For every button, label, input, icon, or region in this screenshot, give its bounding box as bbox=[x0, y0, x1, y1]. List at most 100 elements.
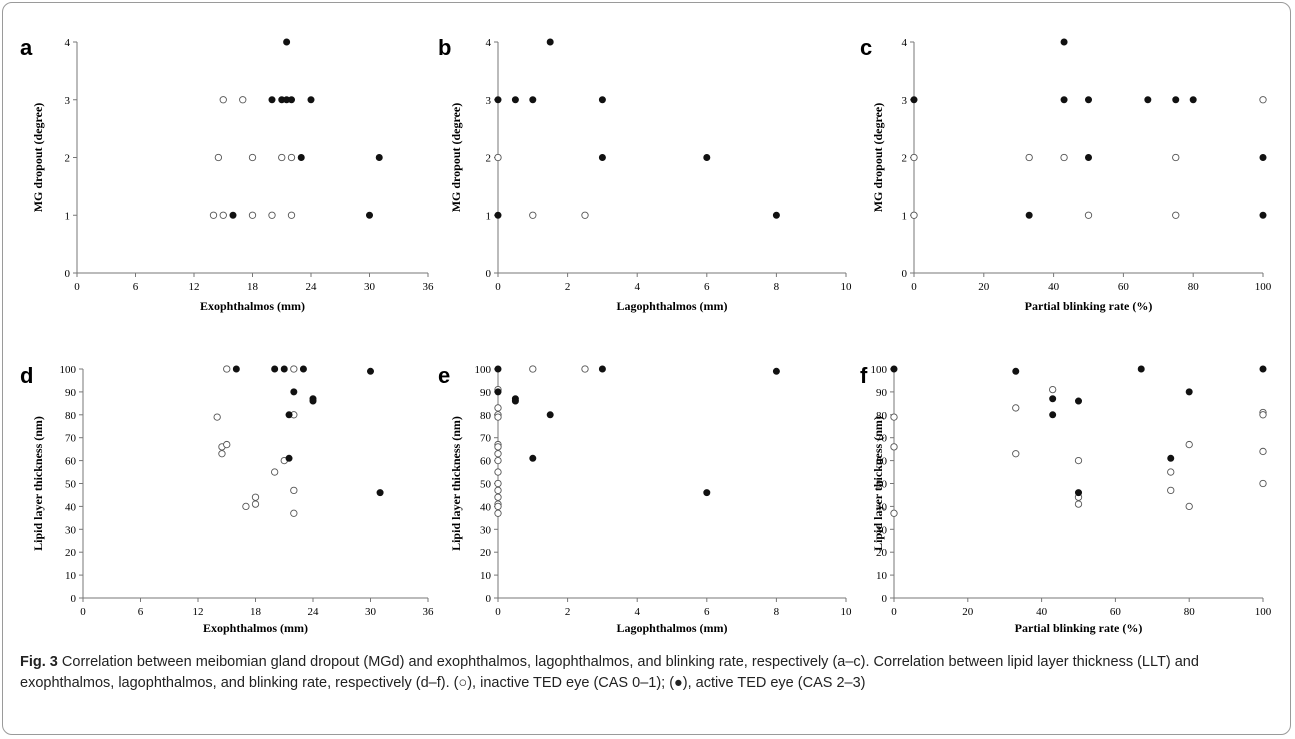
x-tick-label: 0 bbox=[80, 606, 86, 618]
data-point-open bbox=[910, 211, 918, 219]
y-tick-label: 4 bbox=[65, 37, 71, 49]
data-point-filled bbox=[494, 211, 502, 219]
data-point-filled bbox=[703, 154, 711, 162]
data-point-filled bbox=[511, 397, 519, 405]
panel-b: b 0 1 2 3 4 0 2 4 6 8 10 Lagophthalmos (mm) MG dropou… bbox=[438, 35, 852, 313]
x-tick-label: 60 bbox=[1118, 281, 1130, 293]
data-point-filled bbox=[307, 96, 315, 104]
x-tick-label: 20 bbox=[962, 606, 974, 618]
panel-letter: d bbox=[20, 363, 33, 388]
y-tick-label: 3 bbox=[486, 95, 492, 107]
data-point-open bbox=[1185, 502, 1193, 511]
x-tick-label: 6 bbox=[133, 281, 139, 293]
data-point-filled bbox=[1185, 388, 1193, 396]
data-point-filled bbox=[375, 154, 383, 162]
data-point-open bbox=[494, 456, 502, 465]
y-tick-label: 0 bbox=[486, 268, 492, 280]
y-tick-label: 90 bbox=[480, 387, 492, 399]
data-point-filled bbox=[285, 454, 293, 462]
y-tick-label: 100 bbox=[60, 364, 77, 376]
data-point-filled bbox=[598, 96, 606, 104]
y-tick-label: 10 bbox=[876, 570, 888, 582]
y-tick-label: 40 bbox=[480, 501, 492, 513]
y-tick-label: 50 bbox=[876, 479, 888, 491]
x-tick-label: 36 bbox=[423, 281, 435, 293]
panel-e: e 0 10 20 30 40 50 60 70 80 90 100 0 2 4 6 8 10 Lagophthal… bbox=[438, 363, 852, 635]
y-tick-label: 1 bbox=[65, 210, 71, 222]
data-point-filled bbox=[366, 367, 374, 375]
data-point-filled bbox=[271, 365, 279, 373]
y-tick-label: 0 bbox=[882, 593, 888, 605]
y-tick-label: 70 bbox=[480, 433, 492, 445]
data-point-filled bbox=[1049, 395, 1057, 403]
data-point-open bbox=[1172, 153, 1180, 162]
data-point-filled bbox=[229, 211, 237, 219]
x-tick-label: 2 bbox=[565, 281, 571, 293]
y-tick-label: 3 bbox=[65, 95, 71, 107]
y-axis-label: Lipid layer thickness (nm) bbox=[31, 416, 45, 551]
data-point-open bbox=[1049, 385, 1057, 394]
y-axis-label: Lipid layer thickness (nm) bbox=[871, 416, 885, 551]
data-point-filled bbox=[890, 365, 898, 373]
x-tick-label: 8 bbox=[774, 606, 780, 618]
data-point-open bbox=[278, 153, 286, 162]
data-point-open bbox=[1074, 500, 1083, 508]
data-point-filled bbox=[290, 388, 298, 396]
y-tick-label: 50 bbox=[65, 479, 77, 491]
data-point-filled bbox=[1172, 96, 1180, 104]
y-tick-label: 0 bbox=[486, 593, 492, 605]
data-point-open bbox=[219, 211, 227, 219]
data-point-open bbox=[890, 413, 898, 421]
x-tick-label: 12 bbox=[189, 281, 200, 293]
data-point-filled bbox=[529, 454, 537, 462]
y-tick-label: 100 bbox=[475, 364, 492, 376]
data-point-open bbox=[1172, 211, 1180, 219]
x-axis-label: Exophthalmos (mm) bbox=[200, 299, 305, 313]
panel-letter: b bbox=[438, 35, 451, 60]
data-point-open bbox=[494, 486, 502, 495]
x-tick-label: 18 bbox=[250, 606, 262, 618]
x-tick-label: 40 bbox=[1048, 281, 1060, 293]
data-point-open bbox=[581, 211, 589, 219]
data-point-filled bbox=[1259, 211, 1267, 219]
panel-d: d 0 10 20 30 40 50 60 70 80 90 100 0 6 12 18 24 30 36 Exoph… bbox=[20, 363, 434, 635]
panel-letter: c bbox=[860, 35, 872, 60]
data-point-filled bbox=[511, 96, 519, 104]
x-tick-label: 0 bbox=[495, 606, 501, 618]
data-point-open bbox=[1259, 447, 1267, 456]
y-tick-label: 80 bbox=[65, 410, 77, 422]
data-point-open bbox=[1025, 153, 1033, 162]
x-tick-label: 0 bbox=[74, 281, 80, 293]
y-tick-label: 70 bbox=[876, 433, 888, 445]
y-tick-label: 2 bbox=[65, 153, 71, 165]
data-point-filled bbox=[376, 489, 384, 497]
y-tick-label: 0 bbox=[71, 593, 77, 605]
y-tick-label: 0 bbox=[902, 268, 908, 280]
data-point-open bbox=[290, 509, 298, 517]
data-point-filled bbox=[546, 38, 554, 46]
x-axis-label: Lagophthalmos (mm) bbox=[616, 621, 727, 635]
y-tick-label: 2 bbox=[902, 153, 908, 165]
y-tick-label: 1 bbox=[902, 210, 908, 222]
data-point-open bbox=[529, 365, 537, 373]
data-point-open bbox=[271, 468, 279, 476]
data-point-open bbox=[209, 211, 218, 219]
x-tick-label: 80 bbox=[1188, 281, 1200, 293]
data-point-open bbox=[248, 211, 257, 219]
x-tick-label: 12 bbox=[193, 606, 204, 618]
data-point-filled bbox=[280, 365, 288, 373]
figure-caption: Fig. 3 Correlation between meibomian gla… bbox=[20, 652, 1270, 694]
data-point-open bbox=[494, 509, 502, 517]
data-point-open bbox=[290, 365, 298, 373]
x-tick-label: 24 bbox=[306, 281, 318, 293]
data-point-open bbox=[248, 153, 257, 162]
data-point-filled bbox=[1259, 365, 1267, 373]
data-point-filled bbox=[910, 96, 918, 104]
x-tick-label: 40 bbox=[1036, 606, 1048, 618]
data-point-filled bbox=[1144, 96, 1152, 104]
data-point-open bbox=[1167, 486, 1175, 495]
y-tick-label: 4 bbox=[902, 37, 908, 49]
